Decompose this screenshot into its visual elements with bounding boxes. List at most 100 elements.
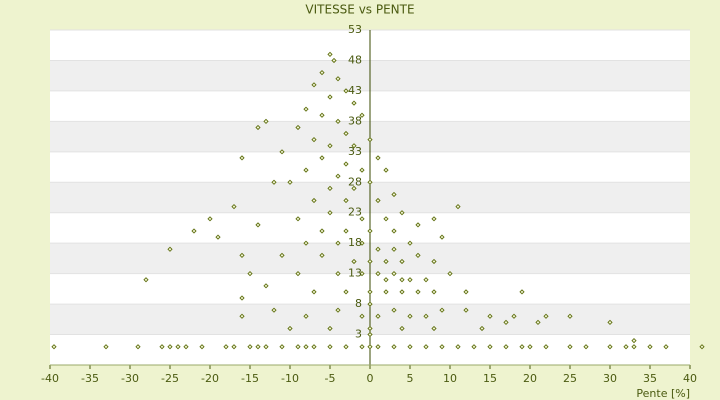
point: [423, 277, 429, 283]
point: [391, 191, 397, 198]
point: [343, 161, 349, 167]
point: [367, 289, 373, 295]
point: [647, 344, 653, 350]
point: [335, 173, 341, 179]
point: [351, 143, 357, 149]
point: [583, 344, 589, 350]
point: [199, 344, 205, 350]
point: [407, 313, 413, 319]
x-tick-label: 30: [603, 372, 617, 385]
point: [223, 344, 229, 350]
x-tick-label: 40: [683, 372, 697, 385]
point: [367, 179, 373, 185]
point: [663, 344, 669, 350]
point: [279, 344, 285, 350]
point: [327, 210, 333, 216]
point: [303, 167, 309, 173]
point: [359, 112, 365, 118]
point: [375, 344, 381, 350]
x-tick-label: -25: [161, 372, 179, 385]
point: [343, 88, 349, 94]
point: [431, 258, 437, 265]
point: [471, 344, 477, 350]
y-tick-label: 3: [355, 328, 362, 341]
point: [319, 252, 325, 258]
point: [311, 82, 317, 88]
point: [439, 307, 445, 313]
y-tick-label: 38: [348, 114, 362, 127]
point: [263, 118, 269, 124]
x-tick-label: -20: [201, 372, 219, 385]
point: [303, 240, 309, 246]
point: [631, 338, 637, 344]
point: [399, 289, 405, 295]
point: [423, 344, 429, 350]
point: [431, 325, 437, 332]
point: [407, 240, 413, 246]
point: [303, 106, 309, 112]
x-tick-label: 5: [407, 372, 414, 385]
point: [311, 197, 317, 204]
y-tick-label: 18: [348, 236, 362, 249]
point: [327, 94, 333, 100]
point: [383, 289, 389, 295]
x-tick-label: -5: [325, 372, 336, 385]
point: [351, 258, 357, 265]
point: [319, 228, 325, 234]
point: [335, 271, 341, 277]
point: [367, 344, 373, 350]
point: [51, 344, 57, 350]
point: [375, 197, 381, 204]
x-tick-label: 20: [523, 372, 537, 385]
point: [327, 51, 333, 57]
point: [335, 76, 341, 82]
point: [263, 344, 269, 350]
point: [287, 325, 293, 332]
point: [335, 118, 341, 124]
y-tick-label: 23: [348, 206, 362, 219]
point: [247, 271, 253, 277]
point: [503, 319, 509, 325]
point: [439, 344, 445, 350]
point: [399, 258, 405, 265]
point: [383, 258, 389, 265]
point: [359, 167, 365, 173]
point: [279, 252, 285, 258]
point: [535, 319, 541, 325]
x-tick-label: -10: [281, 372, 299, 385]
point: [343, 130, 349, 137]
point: [399, 325, 405, 332]
point: [375, 271, 381, 277]
point: [239, 155, 245, 161]
point: [519, 289, 525, 295]
point: [359, 271, 365, 277]
point: [335, 307, 341, 313]
point: [287, 179, 293, 185]
point: [143, 277, 149, 283]
point: [263, 283, 269, 289]
point: [699, 344, 705, 350]
x-tick-label: 10: [443, 372, 457, 385]
x-tick-label: -15: [241, 372, 259, 385]
point: [319, 155, 325, 161]
point: [327, 185, 333, 191]
point: [295, 124, 301, 131]
point: [439, 234, 445, 240]
point: [183, 344, 189, 350]
x-axis-label: Pente [%]: [636, 387, 690, 400]
point: [407, 344, 413, 350]
point: [327, 344, 333, 350]
point: [303, 344, 309, 350]
point: [367, 228, 373, 234]
point: [335, 240, 341, 246]
point: [311, 137, 317, 143]
point: [359, 313, 365, 319]
y-tick-label: 43: [348, 84, 362, 97]
point: [295, 216, 301, 222]
point: [423, 313, 429, 319]
point: [391, 344, 397, 350]
point: [543, 313, 549, 319]
point: [415, 252, 421, 258]
point: [343, 197, 349, 204]
x-tick-label: 0: [367, 372, 374, 385]
